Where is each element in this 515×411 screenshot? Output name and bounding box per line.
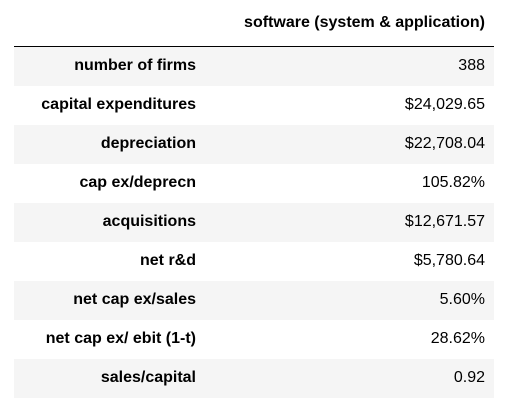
table-row: sales/capital 0.92 [14,358,494,398]
table-body: number of firms 388 capital expenditures… [14,46,494,398]
row-label: depreciation [100,135,196,152]
table-header: software (system & application) [14,0,494,47]
row-label: net cap ex/sales [73,291,196,308]
row-label: cap ex/deprecn [79,174,197,191]
row-label: sales/capital [100,369,196,386]
table-row: net cap ex/sales 5.60% [14,280,494,320]
header-row: software (system & application) [14,0,494,47]
row-value: 388 [458,57,485,75]
header-corner-cell [14,0,204,47]
row-value: $22,708.04 [404,135,485,152]
row-value: $24,029.65 [404,96,485,113]
row-value: 28.62% [430,330,485,347]
column-header: software (system & application) [204,0,494,47]
table-row: capital expenditures $24,029.65 [14,85,494,125]
row-label: net r&d [140,252,196,269]
row-value: $12,671.57 [404,213,485,230]
row-label: capital expenditures [41,96,196,113]
table-row: acquisitions $12,671.57 [14,202,494,242]
row-label: number of firms [74,57,196,75]
table-row: depreciation $22,708.04 [14,124,494,164]
table-row: cap ex/deprecn 105.82% [14,163,494,203]
table-row: net cap ex/ ebit (1-t) 28.62% [14,319,494,359]
row-value: 0.92 [453,369,485,386]
table-row: net r&d $5,780.64 [14,241,494,281]
row-value: 105.82% [421,174,485,191]
capex-table: software (system & application) number o… [14,0,494,398]
row-label: net cap ex/ ebit (1-t) [45,330,196,347]
row-value: $5,780.64 [413,252,485,269]
data-table-container: software (system & application) number o… [14,0,494,398]
row-label: acquisitions [102,213,196,230]
row-value: 5.60% [439,291,485,308]
table-row: number of firms 388 [14,46,494,86]
